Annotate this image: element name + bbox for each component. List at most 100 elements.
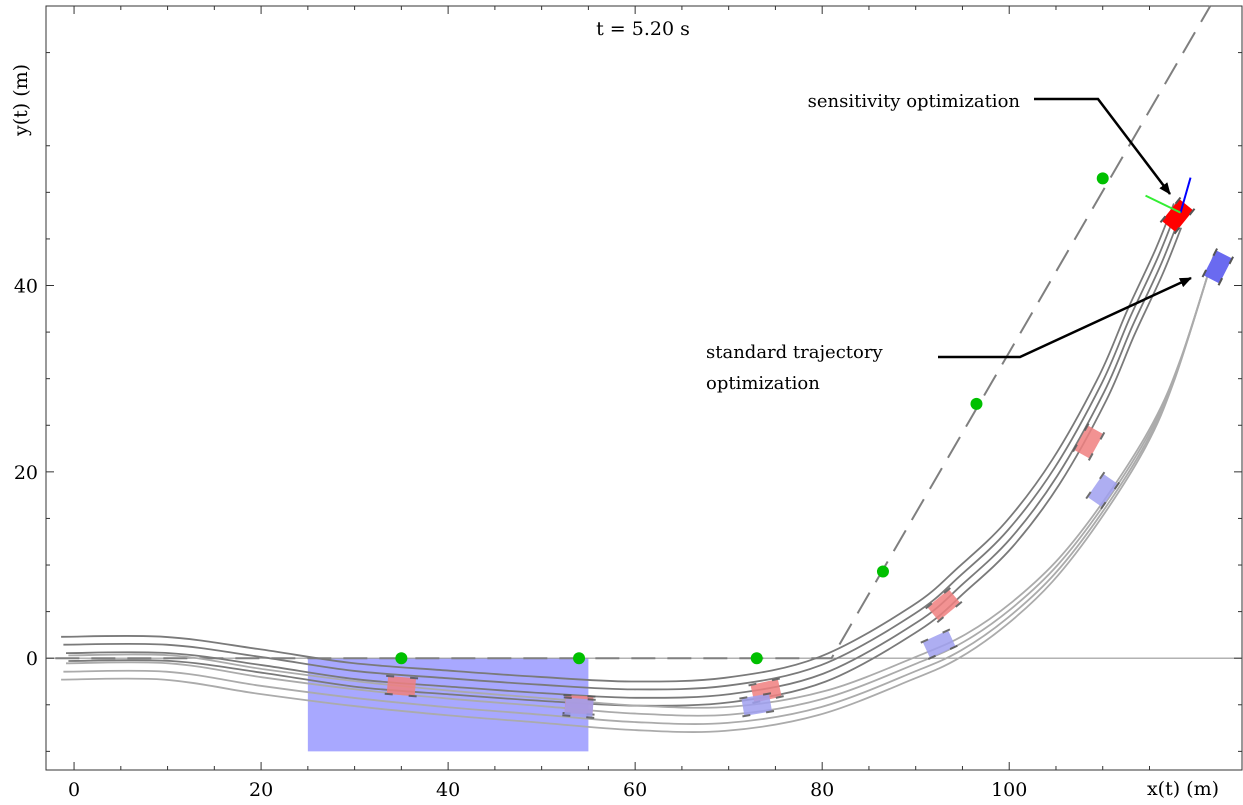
vehicle-ghost-sensitivity <box>384 674 419 698</box>
waypoint <box>750 652 763 665</box>
obstacle-region-layer <box>307 658 589 752</box>
vehicle-ghost-sensitivity-body <box>386 676 417 697</box>
x-tick-label: 60 <box>623 779 647 801</box>
waypoint <box>395 652 408 665</box>
vehicle-ghost-standard-wheel <box>920 638 929 644</box>
vehicle-ghost-standard-wheel <box>742 714 751 718</box>
x-axis-label: x(t) (m) <box>1147 778 1219 800</box>
vehicle-ghost-sensitivity-wheel <box>410 676 419 680</box>
vehicle-ghost-sensitivity-wheel <box>936 616 945 624</box>
annotation-arrow-sensitivity <box>1034 97 1171 195</box>
waypoint <box>573 652 586 665</box>
vehicle-ghost-sensitivity-wheel <box>775 695 784 699</box>
vehicle-ghost-standard <box>562 696 596 719</box>
vehicle-ghost-sensitivity-wheel <box>955 600 963 608</box>
vehicle-ghost-standard-wheel <box>927 654 936 660</box>
x-tick-label: 20 <box>249 779 273 801</box>
trajectory-track-line <box>68 227 1183 707</box>
steering-line <box>1145 194 1181 214</box>
vehicle-ghost-sensitivity-wheel <box>1099 431 1106 440</box>
y-tick-label: 40 <box>14 276 38 298</box>
vehicle-ghost-sensitivity-body <box>927 589 961 621</box>
vehicle-current-sensitivity-wheel <box>1188 208 1196 216</box>
vehicle-ghost-standard-wheel <box>949 644 958 650</box>
annotations-layer: sensitivity optimization standard traject… <box>706 91 1192 394</box>
trajectory-series-line <box>65 267 1211 720</box>
vehicle-ghost-sensitivity-wheel <box>408 694 417 698</box>
x-tick-label: 100 <box>991 779 1027 801</box>
vehicle-ghost-standard <box>1085 471 1121 510</box>
vehicle-ghost-sensitivity-wheel <box>943 587 951 594</box>
annotation-arrow-standard <box>938 276 1192 359</box>
waypoint <box>1096 172 1109 185</box>
waypoint <box>876 565 889 578</box>
vehicle-ghost-sensitivity-wheel <box>1087 452 1094 461</box>
x-tick-label: 0 <box>68 779 80 801</box>
vehicle-ghost-sensitivity-wheel <box>1072 444 1078 453</box>
vehicle-ghost-standard-wheel <box>739 696 748 700</box>
plot-frame <box>45 5 1243 771</box>
annotation-sensitivity: sensitivity optimization <box>808 91 1021 112</box>
vehicle-ghost-sensitivity-wheel <box>748 682 757 687</box>
vehicle-ghost-sensitivity-wheel <box>384 692 393 696</box>
reference-path-layer <box>55 5 1212 660</box>
x-tick-label: 80 <box>810 779 834 801</box>
vehicle-current-sensitivity-wheel <box>1174 196 1182 205</box>
reference-path <box>55 5 1212 660</box>
y-axis-label: y(t) (m) <box>10 64 32 137</box>
vehicle-ghost-standard-body <box>564 697 594 718</box>
time-label: t = 5.20 s <box>596 18 690 40</box>
trajectory-track-line <box>61 203 1175 683</box>
vehicle-current-sensitivity-wheel <box>1173 226 1181 235</box>
trajectory-track-line <box>63 211 1178 691</box>
vehicle-ghost-standard-wheel <box>942 628 951 634</box>
vehicle-ghost-standard <box>739 692 775 718</box>
heading-line <box>1179 177 1192 213</box>
vehicle-current-standard-wheel <box>1212 248 1218 257</box>
vehicle-ghost-sensitivity-body <box>1074 425 1104 459</box>
y-tick-label: 20 <box>14 462 38 484</box>
vehicle-current-standard-wheel <box>1201 269 1208 278</box>
y-tick-label: 0 <box>26 648 38 670</box>
obstacle-region <box>307 658 589 752</box>
trajectory-track-line <box>65 219 1180 699</box>
vehicle-ghost-sensitivity-wheel <box>925 602 933 610</box>
vehicle-ghost-standard-wheel <box>1100 501 1107 510</box>
vehicle-current-standard-wheel <box>1217 277 1224 286</box>
trajectory-track-line <box>63 270 1210 725</box>
vehicle-current-standard-wheel <box>1228 256 1234 265</box>
waypoints-layer <box>395 172 1109 665</box>
vehicle-ghost-standard-wheel <box>1113 481 1121 490</box>
vehicle-ghost-standard-wheel <box>765 710 775 714</box>
vehicle-ghost-standard-body <box>922 630 956 659</box>
trajectory-track-line <box>65 262 1213 717</box>
vehicle-ghost-sensitivity-wheel <box>1083 423 1090 432</box>
x-tick-label: 40 <box>436 779 460 801</box>
vehicle-ghost-sensitivity-wheel <box>771 677 781 682</box>
annotation-standard: standard trajectory optimization <box>706 342 883 394</box>
vehicle-ghost-standard <box>920 628 958 660</box>
waypoint <box>970 397 983 410</box>
trajectory-paths-layer <box>61 203 1215 733</box>
vehicle-ghost-standard-wheel <box>586 716 595 719</box>
vehicle-current-standard-body <box>1203 250 1233 284</box>
vehicle-ghost-sensitivity-wheel <box>386 674 395 678</box>
vehicle-ghost-sensitivity <box>925 587 963 624</box>
vehicle-ghost-standard-wheel <box>1085 491 1092 500</box>
vehicle-ghost-sensitivity <box>1072 423 1106 461</box>
vehicle-ghost-standard-wheel <box>563 696 572 699</box>
vehicle-ghost-standard-body <box>741 693 773 717</box>
vehicle-current-sensitivity <box>1159 196 1196 235</box>
vehicle-ghost-standard-wheel <box>562 714 571 717</box>
vehicle-ghost-standard-wheel <box>762 692 772 696</box>
trajectory-track-line <box>61 278 1208 733</box>
annotation-standard-line: optimization <box>706 373 820 394</box>
vehicle-ghost-standard-body <box>1087 473 1119 508</box>
vehicle-current-sensitivity-body <box>1161 199 1194 233</box>
vehicle-current-standard <box>1201 248 1234 286</box>
vehicle-markers-layer <box>384 177 1234 719</box>
annotation-standard-line: standard trajectory <box>706 342 883 363</box>
vehicle-ghost-standard-wheel <box>587 698 596 701</box>
trajectory-track-line <box>68 254 1215 709</box>
